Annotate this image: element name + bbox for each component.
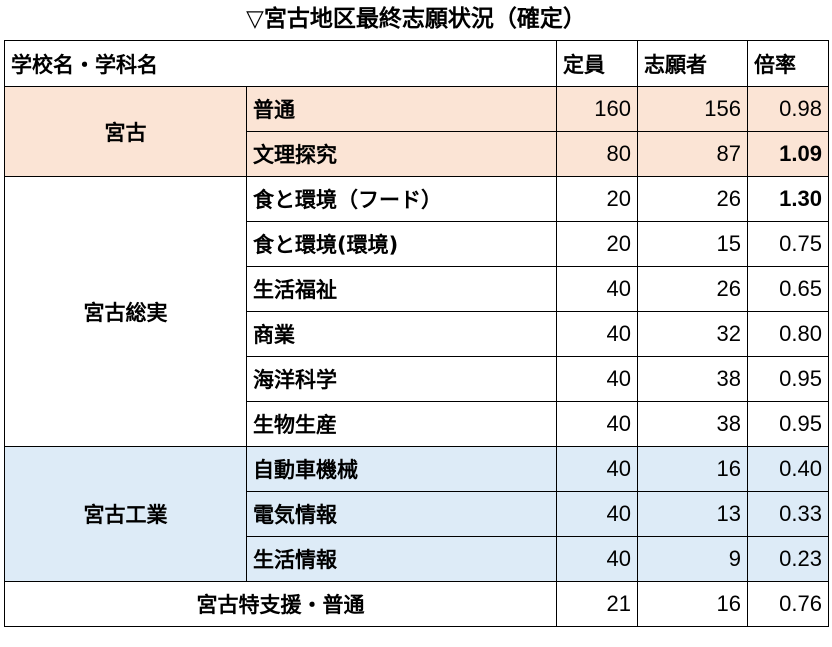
- dept-name: 自動車機械: [246, 446, 557, 492]
- dept-name: 電気情報: [246, 491, 557, 537]
- dept-name: 食と環境（フード）: [246, 176, 557, 222]
- capacity-cell: 21: [556, 581, 638, 627]
- table-row: 文理探究 80 87 1.09: [5, 131, 829, 177]
- capacity-cell: 40: [556, 401, 638, 447]
- ratio-cell: 0.65: [747, 266, 829, 312]
- header-capacity: 定員: [556, 40, 638, 87]
- table-header-row: 学校名・学科名 定員 志願者 倍率: [4, 40, 829, 87]
- table-row: 商業 40 32 0.80: [5, 311, 829, 357]
- ratio-cell: 0.23: [747, 536, 829, 582]
- capacity-cell: 40: [556, 266, 638, 312]
- dept-name: 生活福祉: [246, 266, 557, 312]
- ratio-cell: 0.76: [747, 581, 829, 627]
- applicants-cell: 15: [637, 221, 748, 267]
- dept-name: 生物生産: [246, 401, 557, 447]
- ratio-cell: 0.33: [747, 491, 829, 537]
- dept-name: 文理探究: [246, 131, 557, 177]
- table-row: 海洋科学 40 38 0.95: [5, 356, 829, 402]
- applicants-cell: 16: [637, 581, 748, 627]
- capacity-cell: 40: [556, 446, 638, 492]
- table-row: 宮古総実 食と環境（フード） 20 26 1.30: [4, 176, 829, 447]
- ratio-cell: 1.09: [747, 131, 829, 177]
- applicants-cell: 13: [637, 491, 748, 537]
- dept-name: 商業: [246, 311, 557, 357]
- capacity-cell: 160: [556, 86, 638, 132]
- header-applicants: 志願者: [637, 40, 748, 87]
- applicants-cell: 16: [637, 446, 748, 492]
- ratio-cell: 0.95: [747, 401, 829, 447]
- applicants-cell: 26: [637, 176, 748, 222]
- school-name: 宮古: [4, 86, 247, 177]
- applicants-cell: 38: [637, 401, 748, 447]
- table-row: 生活福祉 40 26 0.65: [5, 266, 829, 312]
- applicants-cell: 32: [637, 311, 748, 357]
- applicants-cell: 38: [637, 356, 748, 402]
- table-row: 食と環境(環境) 20 15 0.75: [5, 221, 829, 267]
- capacity-cell: 20: [556, 176, 638, 222]
- capacity-cell: 20: [556, 221, 638, 267]
- applicants-cell: 87: [637, 131, 748, 177]
- capacity-cell: 40: [556, 536, 638, 582]
- table-row: 生物生産 40 38 0.95: [5, 401, 829, 447]
- applicants-cell: 156: [637, 86, 748, 132]
- school-name: 宮古工業: [4, 446, 247, 582]
- capacity-cell: 40: [556, 491, 638, 537]
- table-row: 生活情報 40 9 0.23: [5, 536, 829, 582]
- ratio-cell: 0.80: [747, 311, 829, 357]
- capacity-cell: 40: [556, 311, 638, 357]
- dept-name: 生活情報: [246, 536, 557, 582]
- capacity-cell: 40: [556, 356, 638, 402]
- ratio-cell: 1.30: [747, 176, 829, 222]
- page-title: ▽宮古地区最終志願状況（確定）: [246, 6, 586, 32]
- school-name: 宮古総実: [4, 176, 247, 447]
- table-row: 宮古工業 自動車機械 40 16 0.40: [4, 446, 829, 582]
- header-school-dept: 学校名・学科名: [4, 40, 557, 87]
- header-ratio: 倍率: [747, 40, 829, 87]
- capacity-cell: 80: [556, 131, 638, 177]
- dept-name: 食と環境(環境): [246, 221, 557, 267]
- applicants-cell: 26: [637, 266, 748, 312]
- table-row: 宮古 普通 160 156 0.98: [4, 86, 829, 177]
- special-school-name: 宮古特支援・普通: [4, 581, 557, 627]
- dept-name: 海洋科学: [246, 356, 557, 402]
- dept-name: 普通: [246, 86, 557, 132]
- applicant-table: 学校名・学科名 定員 志願者 倍率 宮古 普通 160 156 0.98 文理探…: [4, 40, 829, 627]
- table-row: 宮古特支援・普通 21 16 0.76: [4, 581, 829, 627]
- applicants-cell: 9: [637, 536, 748, 582]
- ratio-cell: 0.40: [747, 446, 829, 492]
- table-row: 電気情報 40 13 0.33: [5, 491, 829, 537]
- ratio-cell: 0.95: [747, 356, 829, 402]
- ratio-cell: 0.75: [747, 221, 829, 267]
- ratio-cell: 0.98: [747, 86, 829, 132]
